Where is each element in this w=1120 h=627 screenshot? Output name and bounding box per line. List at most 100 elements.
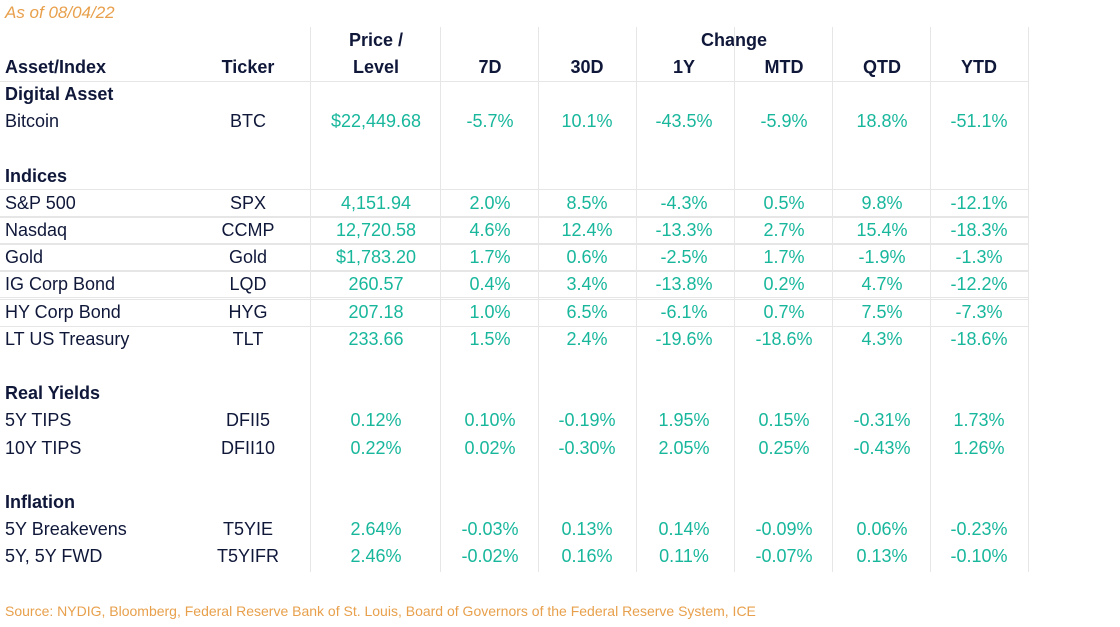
change-ytd: -12.1%: [950, 192, 1008, 213]
change-ytd: -51.1%: [950, 111, 1008, 132]
price-level: 4,151.94: [340, 192, 412, 213]
change-1y: 0.11%: [659, 546, 709, 567]
header-col-qtd: QTD: [863, 57, 901, 77]
change-ytd: -0.23%: [950, 519, 1008, 540]
ticker: HYG: [228, 301, 268, 322]
change-7d: 4.6%: [469, 220, 511, 240]
price-level: 2.46%: [350, 546, 402, 567]
asset-name: S&P 500: [5, 192, 76, 213]
change-mtd: -0.07%: [755, 546, 813, 567]
price-level: $1,783.20: [335, 247, 417, 268]
header-col-7d: 7D: [478, 57, 502, 77]
ticker: SPX: [229, 192, 267, 213]
change-qtd: 0.06%: [856, 519, 908, 540]
change-1y: -4.3%: [660, 192, 708, 213]
change-30d: 12.4%: [561, 220, 613, 240]
column-divider: [310, 27, 311, 572]
row-divider: [0, 326, 1028, 327]
change-30d: 0.13%: [561, 519, 613, 540]
asset-name: Bitcoin: [5, 111, 60, 132]
change-mtd: 0.5%: [763, 192, 805, 213]
ticker: Gold: [228, 247, 268, 268]
change-qtd: 18.8%: [856, 111, 908, 132]
change-7d: 0.4%: [469, 274, 511, 295]
asset-name: 10Y TIPS: [5, 437, 82, 458]
ticker: T5YIE: [222, 519, 274, 540]
change-ytd: -18.6%: [950, 328, 1008, 349]
header-col-mtd: MTD: [764, 57, 804, 77]
change-30d: 6.5%: [566, 301, 608, 322]
ticker: LQD: [229, 274, 267, 295]
row-divider: [0, 217, 1028, 218]
change-30d: -0.19%: [558, 410, 616, 431]
change-30d: 8.5%: [566, 192, 608, 213]
row-divider: [0, 216, 1028, 217]
as-of-date: As of 08/04/22: [5, 3, 115, 22]
header-col-ytd: YTD: [961, 57, 997, 77]
change-qtd: 9.8%: [861, 192, 903, 213]
column-divider: [930, 27, 931, 572]
change-1y: 0.14%: [658, 519, 710, 540]
price-level: $22,449.68: [330, 111, 422, 132]
change-1y: -6.1%: [660, 301, 708, 322]
change-1y: 2.05%: [658, 437, 710, 458]
column-divider: [1028, 27, 1029, 572]
change-mtd: 0.25%: [758, 437, 810, 458]
price-level: 12,720.58: [335, 220, 417, 240]
change-ytd: -1.3%: [955, 247, 1003, 268]
change-7d: 0.10%: [464, 410, 516, 431]
ticker: DFII5: [225, 410, 271, 431]
column-divider: [538, 27, 539, 572]
price-level: 2.64%: [350, 519, 402, 540]
price-level: 0.22%: [350, 437, 402, 458]
price-level: 233.66: [348, 328, 404, 349]
change-7d: -0.03%: [461, 519, 519, 540]
change-mtd: -5.9%: [760, 111, 808, 132]
asset-name: Gold: [5, 247, 44, 268]
column-divider: [734, 27, 735, 572]
header-col-30d: 30D: [570, 57, 604, 77]
header-price-line1: Price /: [348, 30, 404, 50]
change-qtd: 15.4%: [856, 220, 908, 240]
change-mtd: 2.7%: [763, 220, 805, 240]
change-ytd: -0.10%: [950, 546, 1008, 567]
price-level: 207.18: [348, 301, 404, 322]
change-mtd: 1.7%: [763, 247, 805, 268]
change-30d: 3.4%: [566, 274, 608, 295]
change-1y: 1.95%: [658, 410, 710, 431]
row-divider: [0, 271, 1028, 272]
row-divider: [0, 297, 1028, 298]
change-7d: 0.02%: [464, 437, 516, 458]
column-divider: [636, 27, 637, 572]
change-7d: 1.5%: [469, 328, 511, 349]
change-1y: -13.3%: [655, 220, 713, 240]
change-mtd: -0.09%: [755, 519, 813, 540]
change-ytd: 1.73%: [953, 410, 1005, 431]
change-1y: -2.5%: [660, 247, 708, 268]
change-30d: 10.1%: [561, 111, 613, 132]
row-divider: [0, 243, 1028, 244]
change-30d: 0.6%: [566, 247, 608, 268]
change-qtd: -0.43%: [853, 437, 911, 458]
ticker: T5YIFR: [216, 546, 280, 567]
asset-name: HY Corp Bond: [5, 301, 121, 322]
section-title: Real Yields: [5, 383, 101, 404]
change-mtd: 0.7%: [763, 301, 805, 322]
change-7d: 1.0%: [469, 301, 511, 322]
change-mtd: 0.15%: [758, 410, 810, 431]
price-level: 260.57: [348, 274, 404, 295]
column-divider: [440, 27, 441, 572]
asset-name: 5Y, 5Y FWD: [5, 546, 103, 567]
change-qtd: 4.3%: [861, 328, 903, 349]
ticker: BTC: [230, 111, 266, 132]
row-divider: [0, 244, 1028, 245]
change-qtd: -0.31%: [853, 410, 911, 431]
row-divider: [0, 299, 1028, 300]
ticker: DFII10: [220, 437, 276, 458]
change-7d: 1.7%: [469, 247, 511, 268]
asset-name: LT US Treasury: [5, 328, 130, 349]
change-30d: 2.4%: [566, 328, 608, 349]
row-divider: [0, 189, 1028, 190]
change-qtd: 7.5%: [861, 301, 903, 322]
change-7d: -5.7%: [466, 111, 514, 132]
